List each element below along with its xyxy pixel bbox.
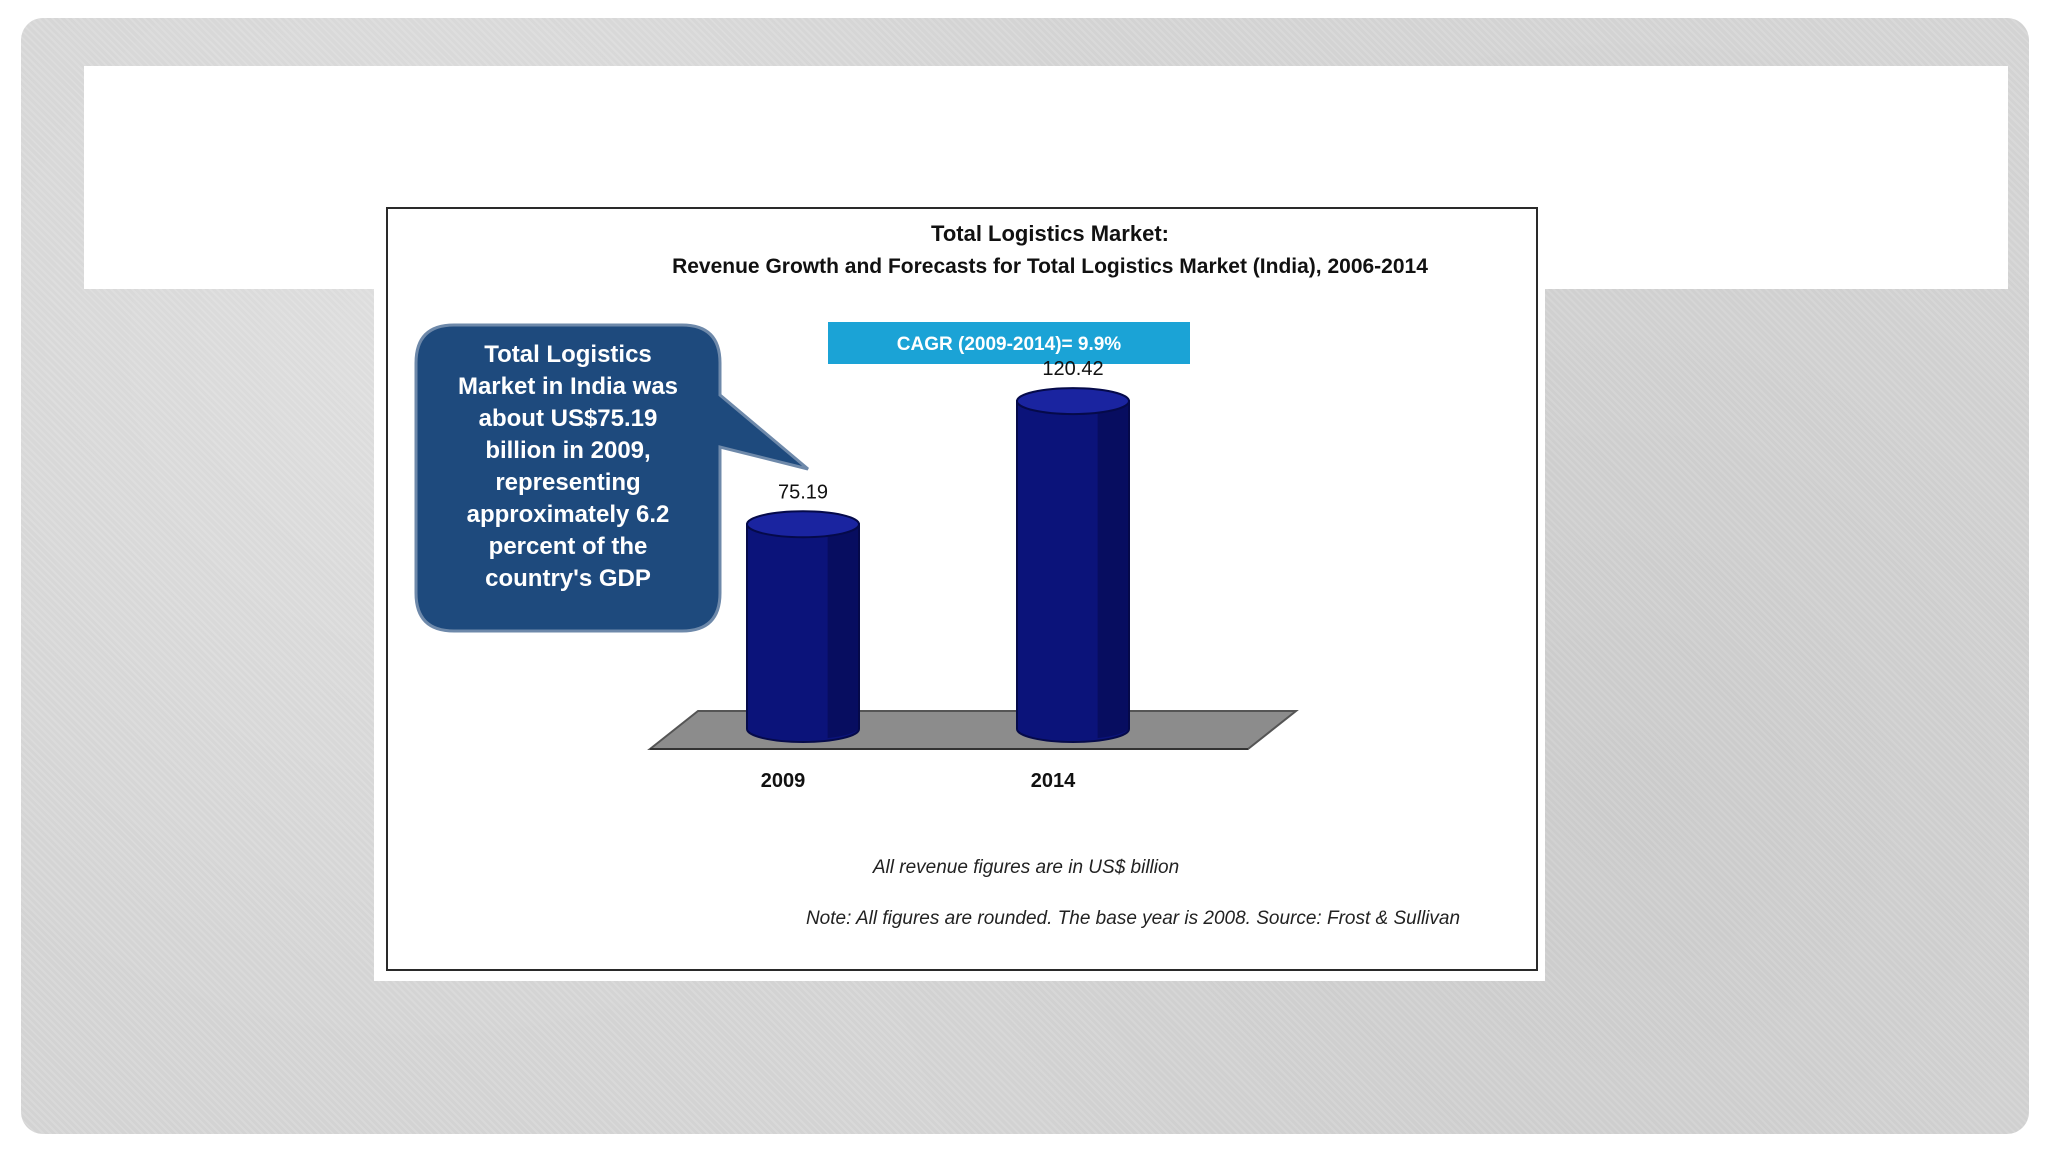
chart-frame: Total Logistics Market: Revenue Growth a… — [386, 207, 1538, 971]
callout-bubble — [414, 323, 809, 633]
chart-subtitle: Revenue Growth and Forecasts for Total L… — [672, 255, 1428, 278]
callout-line: percent of the — [489, 533, 648, 560]
x-tick-label: 2009 — [761, 770, 806, 792]
plot-area: 75.19 2009 120.42 2014 — [647, 358, 1299, 792]
bar-shade — [1097, 401, 1129, 739]
bar-top — [746, 510, 860, 539]
bar-2009 — [746, 510, 860, 743]
bars: 75.19 2009 120.42 2014 — [746, 358, 1130, 792]
units-note: All revenue figures are in US$ billion — [872, 857, 1179, 878]
x-tick-label: 2014 — [1031, 770, 1076, 792]
data-label: 75.19 — [778, 481, 828, 503]
callout-line: billion in 2009, — [485, 437, 650, 464]
cagr-label: CAGR (2009-2014)= 9.9% — [897, 334, 1122, 355]
callout-line: about US$75.19 — [479, 405, 658, 432]
callout-text: Total Logistics Market in India was about … — [458, 341, 678, 592]
callout-line: Market in India was — [458, 373, 678, 400]
bar-shade — [827, 524, 859, 739]
chart-title: Total Logistics Market: — [931, 221, 1169, 246]
cagr-badge: CAGR (2009-2014)= 9.9% — [828, 322, 1190, 364]
bar-2014 — [1016, 387, 1130, 743]
callout-line: Total Logistics — [484, 341, 652, 368]
footnote: Note: All figures are rounded. The base … — [806, 908, 1460, 929]
cagr-box — [828, 322, 1190, 364]
bar-top — [1016, 387, 1130, 416]
callout-line: representing — [495, 469, 640, 496]
callout: Total Logistics Market in India was about … — [414, 323, 809, 633]
callout-line: country's GDP — [485, 565, 651, 592]
data-label: 120.42 — [1042, 358, 1103, 380]
chart-svg: Total Logistics Market: Revenue Growth a… — [414, 221, 1460, 929]
callout-line: approximately 6.2 — [467, 501, 670, 528]
